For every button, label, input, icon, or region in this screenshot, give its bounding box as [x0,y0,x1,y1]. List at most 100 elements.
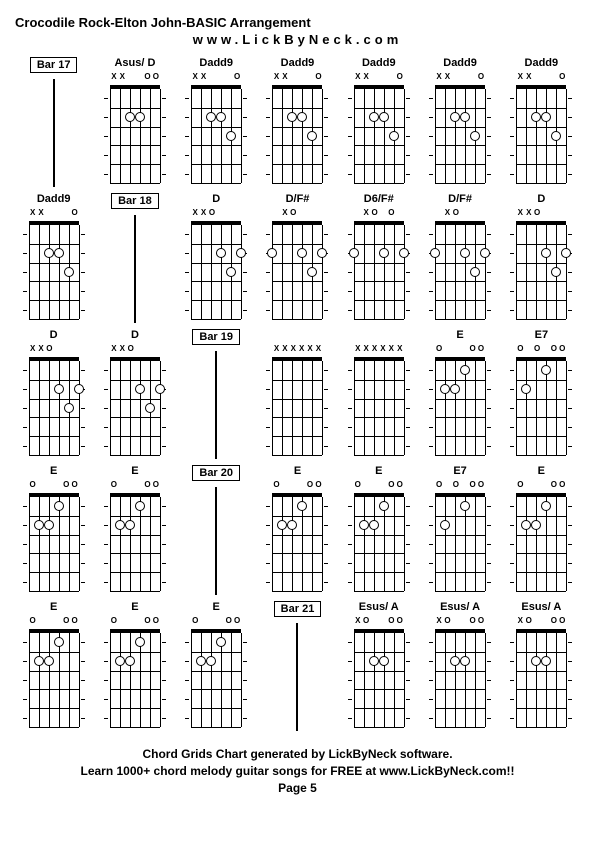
bar-label: Bar 20 [192,465,240,481]
chord-label: Dadd9 [525,57,559,71]
chord-label: D [537,193,545,207]
chord-diagram: XO [269,209,325,319]
chord-diagram: OOO [188,617,244,727]
chord-diagram: XXO [432,73,488,183]
chord-cell: Dadd9 XXO [259,57,336,187]
bar-label: Bar 17 [30,57,78,73]
chord-diagram: OOO [107,481,163,591]
chord-label: Dadd9 [199,57,233,71]
chord-cell: XXXXXX [340,329,417,459]
chord-cell: E7 OOOO [503,329,580,459]
bar-marker: Bar 21 [259,601,336,731]
chord-label: E [50,601,57,615]
bar-marker: Bar 20 [178,465,255,595]
chord-cell: D XXO [178,193,255,323]
chord-cell: Dadd9 XXO [421,57,498,187]
chord-cell: E OOO [96,465,173,595]
chord-diagram: XXO [26,209,82,319]
chord-label: E7 [453,465,466,479]
chord-cell: Esus/ A XOOO [421,601,498,731]
song-title: Crocodile Rock-Elton John-BASIC Arrangem… [15,15,580,30]
chord-label: E [375,465,382,479]
chord-cell: E OOO [96,601,173,731]
chord-label: Esus/ A [521,601,561,615]
bar-line [296,623,298,731]
chord-diagram: XOO [351,209,407,319]
bar-label: Bar 19 [192,329,240,345]
chord-diagram: XO [432,209,488,319]
chord-diagram: OOO [26,617,82,727]
bar-marker: Bar 18 [96,193,173,323]
header: Crocodile Rock-Elton John-BASIC Arrangem… [15,15,580,47]
chord-cell: E OOO [340,465,417,595]
chord-diagram: OOO [107,617,163,727]
chord-label: D6/F# [364,193,394,207]
chord-label: E [456,329,463,343]
chord-diagram: OOO [269,481,325,591]
chord-label: D [131,329,139,343]
chord-cell: Esus/ AXOOO [503,601,580,731]
chord-diagram: XXOO [107,73,163,183]
bar-marker: Bar 19 [178,329,255,459]
chord-diagram: XXO [513,73,569,183]
chord-label: Esus/ A [359,601,399,615]
chord-cell: D/F# XO [421,193,498,323]
chord-cell: Esus/ A XOOO [340,601,417,731]
footer: Chord Grids Chart generated by LickByNec… [15,746,580,796]
chord-diagram: OOOO [432,481,488,591]
chord-label: E [538,465,545,479]
chord-diagram: XXO [269,73,325,183]
chord-label: E7 [535,329,548,343]
chord-diagram: OOOO [513,345,569,455]
chord-label: Dadd9 [443,57,477,71]
chord-label: E [294,465,301,479]
chord-label: E [50,465,57,479]
bar-label: Bar 18 [111,193,159,209]
chord-cell: D/F# XO [259,193,336,323]
chord-label: Esus/ A [440,601,480,615]
chord-label: D [212,193,220,207]
chord-grid: Bar 17 Asus/ DXXOO Dadd9 XXO Dadd9 XXO Dadd9 XX… [15,57,580,731]
chord-cell: Asus/ DXXOO [96,57,173,187]
chord-diagram: OOO [432,345,488,455]
chord-label: D/F# [286,193,310,207]
chord-cell: EOOO [503,465,580,595]
chord-cell: Dadd9XXO [340,57,417,187]
chord-diagram: XXXXXX [351,345,407,455]
bar-label: Bar 21 [274,601,322,617]
chord-cell: XXXXXX [259,329,336,459]
chord-diagram: XXXXXX [269,345,325,455]
footer-line1: Chord Grids Chart generated by LickByNec… [15,746,580,763]
chord-diagram: XXO [188,73,244,183]
chord-cell: E OOO [259,465,336,595]
chord-cell: Dadd9 XXO [15,193,92,323]
chord-label: Dadd9 [281,57,315,71]
chord-cell: E OOO [15,601,92,731]
chord-diagram: XXO [188,209,244,319]
page-number: Page 5 [15,780,580,797]
bar-line [215,351,217,459]
chord-cell: D XXO [15,329,92,459]
chord-label: Dadd9 [37,193,71,207]
chord-diagram: XXO [26,345,82,455]
chord-cell: Dadd9 XXO [178,57,255,187]
chord-diagram: XXO [107,345,163,455]
chord-diagram: XXO [513,209,569,319]
chord-diagram: XOOO [432,617,488,727]
chord-label: E [213,601,220,615]
chord-label: D/F# [448,193,472,207]
chord-cell: E7 OOOO [421,465,498,595]
chord-diagram: OOO [351,481,407,591]
chord-label: E [131,465,138,479]
chord-cell: D XXO [96,329,173,459]
chord-cell: D6/F# XOO [340,193,417,323]
chord-diagram: OOO [26,481,82,591]
bar-line [134,215,136,323]
chord-diagram: XOOO [351,617,407,727]
chord-cell: D XXO [503,193,580,323]
chord-label: D [50,329,58,343]
footer-line2: Learn 1000+ chord melody guitar songs fo… [15,763,580,780]
chord-label: E [131,601,138,615]
chord-diagram: XXO [351,73,407,183]
chord-cell: Dadd9 XXO [503,57,580,187]
